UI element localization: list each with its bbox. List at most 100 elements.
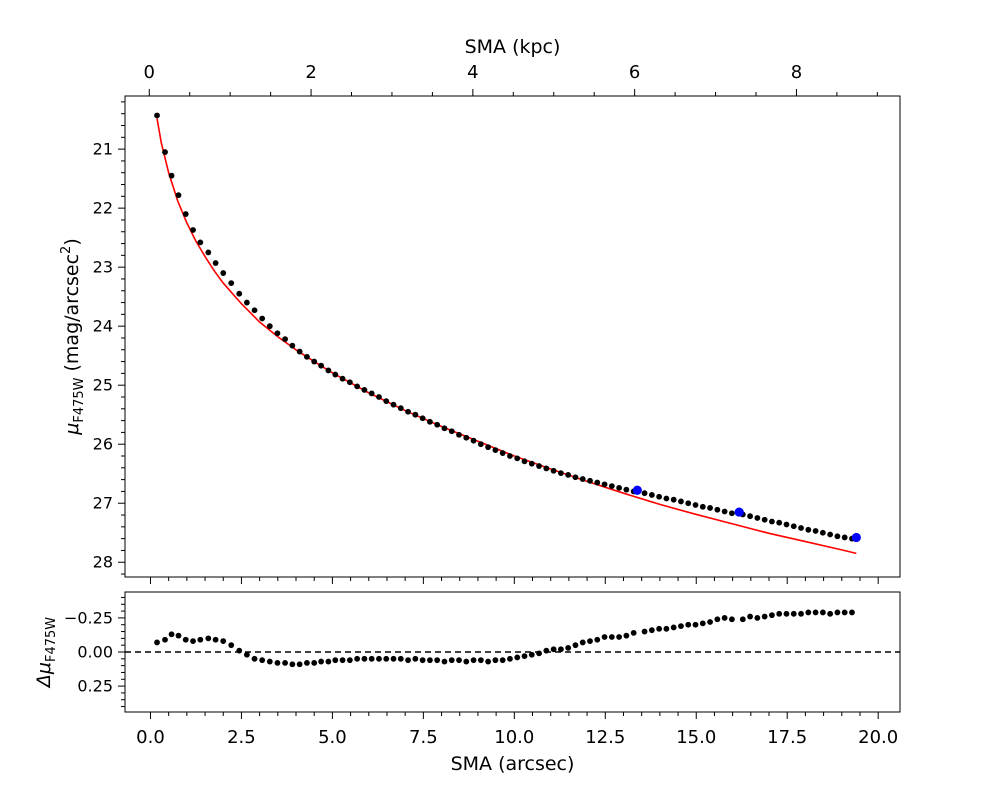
- profile-point: [197, 239, 204, 246]
- residual-point: [761, 613, 768, 620]
- y-label-symbol: μ: [61, 423, 83, 436]
- residual-point: [354, 655, 361, 662]
- profile-point: [507, 453, 513, 459]
- residual-point: [543, 647, 550, 654]
- residual-point: [656, 625, 663, 632]
- residual-point: [251, 655, 258, 662]
- profile-point: [282, 336, 288, 343]
- profile-point: [776, 519, 783, 526]
- residual-point: [463, 658, 470, 665]
- residual-point: [175, 632, 182, 639]
- top-tick-label: 2: [305, 62, 316, 83]
- profile-point: [805, 526, 812, 533]
- profile-point: [448, 428, 455, 435]
- profile-point: [304, 353, 310, 360]
- residual-point: [492, 657, 499, 664]
- residual-point: [692, 621, 699, 628]
- profile-point: [412, 411, 419, 418]
- residual-point: [405, 657, 411, 664]
- profile-point: [608, 483, 615, 490]
- residual-point: [289, 661, 296, 668]
- residual-point: [699, 620, 706, 627]
- profile-point: [470, 437, 477, 444]
- residual-point: [714, 616, 721, 623]
- main-plot-marks: [154, 112, 861, 555]
- residual-point: [427, 657, 433, 664]
- resid-x-tick-label: 15.0: [676, 727, 716, 748]
- top-tick-label: 6: [629, 62, 640, 83]
- residual-point: [274, 660, 281, 666]
- profile-point: [168, 172, 175, 179]
- residual-point: [641, 628, 648, 635]
- residual-point: [579, 639, 586, 646]
- profile-point: [266, 323, 273, 330]
- residual-point: [339, 657, 346, 664]
- residual-point: [670, 624, 677, 631]
- residual-point: [776, 610, 783, 617]
- residual-point: [448, 657, 455, 664]
- residual-point: [608, 634, 615, 640]
- profile-point: [228, 280, 235, 286]
- profile-point: [565, 472, 572, 478]
- profile-point: [557, 470, 564, 477]
- residual-point: [630, 630, 637, 636]
- resid-x-tick-label: 5.0: [318, 727, 347, 748]
- profile-point: [729, 510, 735, 517]
- profile-point: [579, 476, 586, 482]
- profile-point: [463, 434, 470, 441]
- residual-point: [376, 655, 382, 662]
- residual-panel: 0.0 2.5 5.0 7.5 10.0 12.5 15.0 17.5 20.0 −0.25 0.0…: [33, 591, 901, 775]
- residual-point: [528, 651, 535, 658]
- y-label-subscript: F475W: [72, 377, 87, 422]
- residual-point: [769, 612, 775, 619]
- profile-point: [405, 408, 411, 415]
- profile-point: [623, 486, 630, 493]
- residual-point: [594, 636, 601, 643]
- profile-point: [714, 506, 721, 513]
- residual-point: [648, 627, 655, 634]
- residual-point: [318, 658, 325, 665]
- residual-point: [827, 610, 834, 617]
- residual-point: [325, 658, 332, 665]
- profile-point: [274, 330, 281, 337]
- y-label-unit-close: ): [61, 238, 83, 245]
- residual-point: [259, 657, 266, 664]
- resid-y-tick-label: 0.25: [77, 677, 113, 696]
- residual-point: [499, 657, 506, 664]
- profile-point: [361, 387, 368, 393]
- residual-point: [412, 655, 419, 662]
- profile-point: [747, 513, 753, 520]
- residual-point: [663, 625, 670, 632]
- profile-point: [251, 307, 258, 314]
- y-label-unit: (mag/arcsec: [61, 254, 83, 372]
- profile-point: [182, 211, 189, 217]
- profile-point: [761, 516, 768, 523]
- resid-y-tick-label: 0.00: [77, 643, 113, 662]
- residual-point: [296, 661, 303, 668]
- profile-point: [311, 358, 318, 365]
- residual-point: [397, 655, 404, 662]
- resid-label-symbol: Δμ: [33, 662, 55, 689]
- residual-y-axis-label: ΔμF475W: [33, 617, 59, 689]
- profile-point: [685, 500, 692, 507]
- residual-point: [220, 638, 227, 644]
- profile-point: [648, 492, 655, 498]
- profile-point: [812, 528, 819, 534]
- residual-point: [154, 639, 160, 646]
- residual-point: [565, 645, 572, 651]
- residual-point: [798, 610, 804, 617]
- profile-point: [485, 444, 492, 451]
- profile-point: [376, 394, 382, 400]
- residual-point: [228, 642, 235, 649]
- profile-point: [354, 383, 361, 390]
- bottom-axis-label: SMA (arcsec): [451, 753, 575, 775]
- profile-point: [678, 498, 684, 505]
- residual-point: [182, 636, 189, 643]
- profile-point: [601, 481, 608, 488]
- residual-point: [205, 635, 212, 642]
- residual-point: [805, 609, 812, 616]
- residual-point: [536, 650, 542, 657]
- y-label-unit-sup: 2: [59, 246, 74, 254]
- profile-point: [477, 441, 484, 448]
